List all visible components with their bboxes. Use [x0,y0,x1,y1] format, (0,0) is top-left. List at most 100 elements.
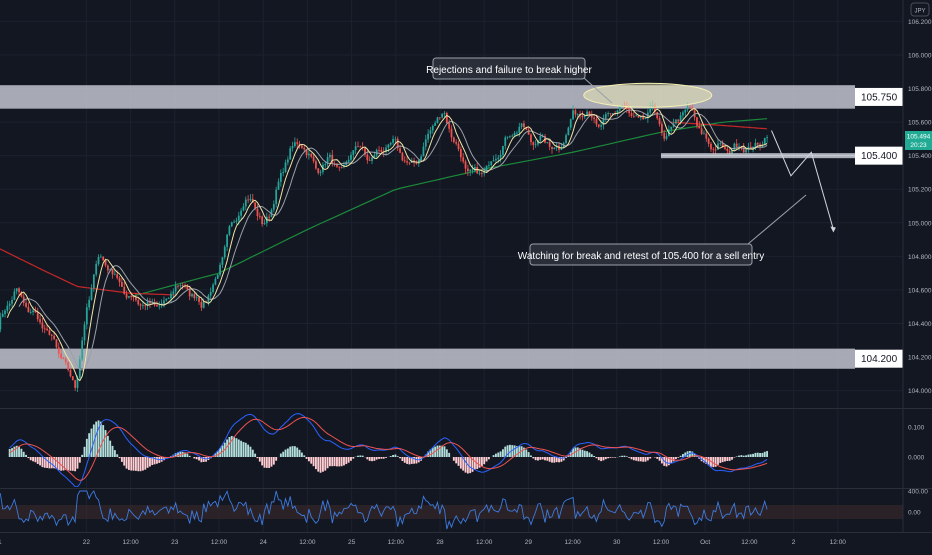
candle-body [279,172,282,182]
candle-body [319,171,322,173]
candle-body [25,302,27,307]
candle-body [448,122,451,129]
candle-body [371,157,373,161]
candle-body [609,113,612,114]
candle-body [530,134,532,143]
candle-body [174,285,177,292]
candle-body [149,301,151,304]
candle-body [186,286,189,290]
symbol-badge[interactable]: JPY [910,2,930,17]
candle-body [586,111,588,116]
rejection-ellipse[interactable] [583,82,713,108]
time-tick-label: 12:00 [564,539,581,546]
level-label-105400-box [855,146,903,165]
candle-body [284,162,287,172]
level-105400-band[interactable] [661,153,855,159]
candles [0,100,768,392]
candle-body [338,166,341,168]
candle-body [32,310,34,313]
candle-body [106,265,109,271]
candle-body [167,298,170,299]
candle-body [597,124,600,127]
candle-body [102,256,105,261]
candle-body [317,168,320,173]
time-tick-label: 29 [525,539,533,546]
candle-body [623,105,626,107]
candle-body [62,357,65,360]
candle-body [373,155,376,158]
candle-body [202,301,205,308]
zones [0,85,855,369]
callout-rejections-text: Rejections and failure to break higher [426,65,592,76]
candle-body [583,115,586,118]
price-tick-label: 104.200 [908,355,932,362]
rsi-pane[interactable] [0,490,903,530]
candle-body [724,147,726,149]
candle-body [310,153,313,157]
candle-body [76,377,79,388]
candle-body [581,115,584,118]
macd-pane[interactable] [8,413,769,487]
candle-body [511,135,514,137]
candle-body [249,198,252,201]
candle-body [258,216,261,217]
forecast-path[interactable] [771,130,834,230]
candle-body [312,156,315,162]
candle-body [476,167,479,174]
candle-body [742,147,745,153]
candle-body [291,146,294,149]
drawings[interactable] [583,82,855,233]
callout-rejections[interactable]: Rejections and failure to break higher [426,57,613,104]
time-tick-label: 12:00 [830,539,847,546]
symbol-badge-box [910,2,930,17]
candle-body [240,210,243,216]
candle-body [710,143,712,150]
candle-body [132,296,135,298]
time-tick-label: 12:00 [741,539,758,546]
candle-body [172,291,175,294]
macd-tick-label: 0.000 [908,455,925,462]
candle-body [43,328,46,330]
candle-body [97,257,100,264]
candle-body [473,167,476,170]
price-pane[interactable] [0,100,768,392]
price-tick-label: 104.800 [908,254,932,261]
candle-body [135,297,137,301]
price-tick-label: 106.200 [908,19,932,26]
candle-body [324,164,327,165]
candle-body [251,198,254,203]
candle-body [46,328,48,331]
candle-body [422,146,425,157]
candle-body [696,117,698,126]
candle-body [29,312,32,313]
time-tick-label: 30 [613,539,621,546]
symbol-badge-text: JPY [914,9,925,15]
candle-body [443,112,446,114]
candle-body [520,123,523,127]
callout-retest-box [529,243,753,266]
candle-body [352,150,355,155]
candle-body [756,142,759,145]
candle-body [424,139,427,147]
candle-body [396,138,399,149]
candle-body [198,297,200,302]
macd-tick-label: 0.100 [908,425,925,432]
candle-body [11,299,13,304]
candle-body [235,220,238,222]
time-tick-label: 12:00 [299,539,316,546]
candle-body [726,148,729,151]
candle-body [83,324,86,341]
candle-body [628,108,631,114]
candle-body [104,260,107,266]
time-tick-label: 12:00 [388,539,405,546]
time-tick-label: 22 [83,539,91,546]
time-tick-label: 25 [348,539,356,546]
callout-retest[interactable]: Watching for break and retest of 105.400… [518,194,807,266]
candle-body [99,256,102,258]
candle-body [434,123,437,126]
candle-body [39,319,41,323]
candle-body [600,125,602,127]
moving-average-1 [0,248,175,296]
